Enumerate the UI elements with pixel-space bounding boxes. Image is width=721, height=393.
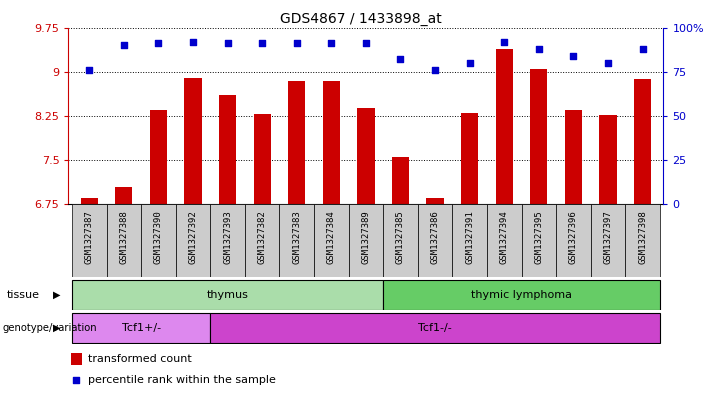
Point	[533, 46, 544, 52]
Text: GSM1327395: GSM1327395	[534, 210, 544, 264]
Point	[118, 42, 130, 48]
Text: genotype/variation: genotype/variation	[3, 323, 97, 333]
Bar	[141, 204, 176, 277]
Bar	[625, 204, 660, 277]
Bar	[71, 353, 82, 365]
Bar	[254, 114, 271, 204]
Bar	[392, 157, 409, 204]
Point	[567, 53, 579, 59]
Text: GSM1327387: GSM1327387	[85, 210, 94, 264]
Bar	[211, 313, 660, 343]
Text: GSM1327385: GSM1327385	[396, 210, 405, 264]
Bar	[107, 204, 141, 277]
Point	[602, 60, 614, 66]
Point	[84, 67, 95, 73]
Point	[222, 40, 234, 46]
Point	[394, 56, 406, 62]
Bar	[521, 204, 556, 277]
Bar	[314, 204, 349, 277]
Text: ▶: ▶	[53, 323, 60, 333]
Bar	[452, 204, 487, 277]
Point	[464, 60, 475, 66]
Text: GSM1327393: GSM1327393	[223, 210, 232, 264]
Bar	[487, 204, 521, 277]
Text: ▶: ▶	[53, 290, 60, 300]
Text: GDS4867 / 1433898_at: GDS4867 / 1433898_at	[280, 12, 441, 26]
Text: GSM1327386: GSM1327386	[430, 210, 440, 264]
Bar	[349, 204, 383, 277]
Bar	[115, 187, 133, 204]
Bar	[81, 198, 98, 204]
Text: Tcf1+/-: Tcf1+/-	[122, 323, 161, 333]
Point	[360, 40, 372, 46]
Text: GSM1327382: GSM1327382	[257, 210, 267, 264]
Bar	[556, 204, 590, 277]
Bar	[219, 95, 236, 204]
Bar	[288, 81, 306, 204]
Text: thymic lymphoma: thymic lymphoma	[471, 290, 572, 300]
Bar	[280, 204, 314, 277]
Text: thymus: thymus	[207, 290, 249, 300]
Bar	[426, 198, 443, 204]
Bar	[185, 77, 202, 204]
Bar	[245, 204, 280, 277]
Bar	[176, 204, 211, 277]
Bar	[590, 204, 625, 277]
Text: GSM1327390: GSM1327390	[154, 210, 163, 264]
Bar	[72, 313, 211, 343]
Text: GSM1327388: GSM1327388	[120, 210, 128, 264]
Bar	[72, 204, 107, 277]
Bar	[530, 69, 547, 204]
Point	[326, 40, 337, 46]
Text: tissue: tissue	[7, 290, 40, 300]
Point	[70, 377, 81, 384]
Bar	[150, 110, 167, 204]
Bar	[383, 280, 660, 310]
Text: GSM1327396: GSM1327396	[569, 210, 578, 264]
Text: Tcf1-/-: Tcf1-/-	[418, 323, 452, 333]
Bar	[211, 204, 245, 277]
Text: GSM1327389: GSM1327389	[361, 210, 371, 264]
Text: GSM1327392: GSM1327392	[188, 210, 198, 264]
Text: GSM1327397: GSM1327397	[603, 210, 612, 264]
Point	[498, 39, 510, 45]
Text: GSM1327394: GSM1327394	[500, 210, 509, 264]
Bar	[72, 280, 383, 310]
Text: GSM1327384: GSM1327384	[327, 210, 336, 264]
Point	[429, 67, 441, 73]
Point	[291, 40, 303, 46]
Bar	[461, 113, 478, 204]
Bar	[358, 108, 374, 204]
Point	[187, 39, 199, 45]
Text: transformed count: transformed count	[87, 354, 191, 364]
Bar	[599, 115, 616, 204]
Text: GSM1327398: GSM1327398	[638, 210, 647, 264]
Bar	[495, 49, 513, 204]
Bar	[417, 204, 452, 277]
Text: GSM1327383: GSM1327383	[292, 210, 301, 264]
Point	[153, 40, 164, 46]
Bar	[565, 110, 582, 204]
Bar	[383, 204, 417, 277]
Text: GSM1327391: GSM1327391	[465, 210, 474, 264]
Point	[637, 46, 648, 52]
Point	[257, 40, 268, 46]
Text: percentile rank within the sample: percentile rank within the sample	[87, 375, 275, 385]
Bar	[323, 81, 340, 204]
Bar	[634, 79, 651, 204]
